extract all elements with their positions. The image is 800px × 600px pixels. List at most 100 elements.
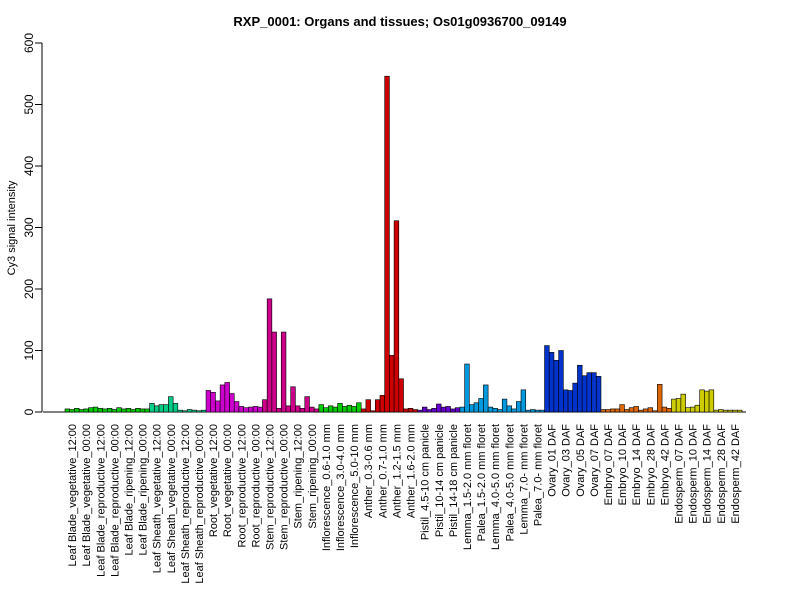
bar bbox=[257, 406, 263, 413]
bar bbox=[454, 407, 461, 413]
bar bbox=[412, 409, 418, 413]
x-tick-label: Root_vegetative_12:00 bbox=[208, 424, 220, 537]
bar bbox=[215, 400, 221, 413]
bar bbox=[74, 408, 80, 413]
bar bbox=[116, 407, 122, 413]
bar-group bbox=[290, 386, 306, 413]
bar-group bbox=[149, 403, 165, 413]
bar bbox=[238, 406, 244, 413]
bar bbox=[567, 390, 574, 413]
bar bbox=[177, 409, 183, 413]
bar bbox=[680, 393, 686, 413]
x-tick-label: Embryo_14 DAF bbox=[631, 424, 643, 506]
bar bbox=[586, 372, 592, 413]
bar bbox=[233, 401, 240, 413]
x-tick-label: Embryo_07 DAF bbox=[603, 424, 615, 506]
bar bbox=[186, 409, 193, 413]
bar-group bbox=[163, 396, 179, 413]
bar bbox=[158, 404, 165, 413]
bar-group bbox=[445, 406, 461, 413]
bar bbox=[172, 403, 179, 413]
bar bbox=[252, 406, 259, 413]
bar bbox=[675, 398, 682, 413]
bar bbox=[558, 350, 564, 413]
bar bbox=[323, 407, 329, 413]
x-tick-label: Inflorescence_0.6-1.0 mm bbox=[321, 424, 333, 551]
bar-group bbox=[403, 408, 418, 413]
bar-group bbox=[233, 401, 249, 413]
bar bbox=[417, 409, 423, 413]
bar-group bbox=[586, 372, 602, 413]
bar bbox=[459, 406, 465, 413]
bar bbox=[661, 406, 668, 413]
bar bbox=[708, 389, 715, 413]
bar bbox=[379, 395, 385, 413]
bar bbox=[299, 408, 306, 413]
bar bbox=[224, 382, 230, 413]
bar bbox=[422, 406, 428, 413]
x-tick-label: Anther_0.7-1.0 mm bbox=[377, 424, 389, 518]
bar-group bbox=[671, 393, 686, 413]
bar bbox=[563, 389, 569, 413]
y-tick-label: 600 bbox=[22, 33, 36, 53]
bar bbox=[210, 392, 216, 413]
bar bbox=[248, 406, 254, 413]
y-tick-label: 300 bbox=[22, 217, 36, 237]
bar bbox=[342, 406, 348, 413]
bar bbox=[365, 399, 371, 413]
bar bbox=[520, 389, 527, 413]
x-tick-label: Endosperm_10 DAF bbox=[688, 424, 700, 524]
bar bbox=[614, 408, 621, 413]
bar bbox=[727, 409, 733, 413]
bar bbox=[384, 75, 390, 413]
bar-group bbox=[78, 407, 94, 413]
x-tick-label: Leaf Blade_reproductive_12:00 bbox=[95, 424, 107, 577]
bar bbox=[271, 331, 277, 413]
bar bbox=[548, 352, 555, 413]
bar bbox=[154, 405, 160, 413]
x-tick-label: Stem_reproductive_12:00 bbox=[265, 424, 277, 550]
bar bbox=[389, 355, 395, 413]
bars bbox=[64, 75, 743, 413]
bar bbox=[78, 409, 85, 413]
bar bbox=[605, 409, 611, 413]
x-tick-label: Anther_1.2-1.5 mm bbox=[391, 424, 403, 518]
x-tick-label: Leaf Blade_reproductive_00:00 bbox=[109, 424, 121, 577]
bar bbox=[125, 408, 132, 413]
bar bbox=[610, 408, 616, 413]
x-tick-label: Palea_4.0-5.0 mm floret bbox=[504, 424, 516, 541]
bar bbox=[534, 409, 541, 413]
x-tick-label: Anther_1.6-2.0 mm bbox=[406, 424, 418, 518]
bar-group bbox=[121, 408, 136, 413]
bar-group bbox=[92, 406, 108, 413]
bar bbox=[64, 408, 70, 413]
bar-group bbox=[389, 220, 404, 413]
bar bbox=[572, 382, 578, 413]
bar bbox=[290, 386, 296, 413]
bar bbox=[135, 408, 141, 413]
x-tick-label: Leaf Sheath_reproductive_00:00 bbox=[194, 424, 206, 584]
x-tick-label: Root_vegetative_00:00 bbox=[222, 424, 234, 537]
bar bbox=[642, 408, 649, 413]
bar bbox=[600, 409, 606, 413]
bar-group bbox=[276, 331, 291, 413]
bar bbox=[544, 345, 550, 413]
x-tick-label: Leaf Sheath_reproductive_12:00 bbox=[180, 424, 192, 584]
bar bbox=[450, 408, 456, 413]
x-tick-label: Leaf Blade_vegetative_12:00 bbox=[67, 424, 79, 567]
bar bbox=[426, 409, 433, 413]
bar-group bbox=[262, 298, 277, 413]
bar bbox=[351, 406, 357, 413]
x-tick-label: Anther_0.3-0.6 mm bbox=[363, 424, 375, 518]
bar bbox=[139, 408, 146, 413]
bar bbox=[276, 408, 282, 413]
bar bbox=[469, 404, 475, 413]
bar bbox=[309, 406, 315, 413]
bar-group bbox=[360, 399, 376, 413]
bar bbox=[374, 399, 381, 413]
chart-title: RXP_0001: Organs and tissues; Os01g09367… bbox=[233, 14, 567, 29]
x-tick-label: Pistil_10-14 cm panicle bbox=[434, 424, 446, 537]
bar bbox=[407, 408, 414, 413]
bar bbox=[201, 409, 207, 413]
bar-group bbox=[346, 402, 362, 413]
